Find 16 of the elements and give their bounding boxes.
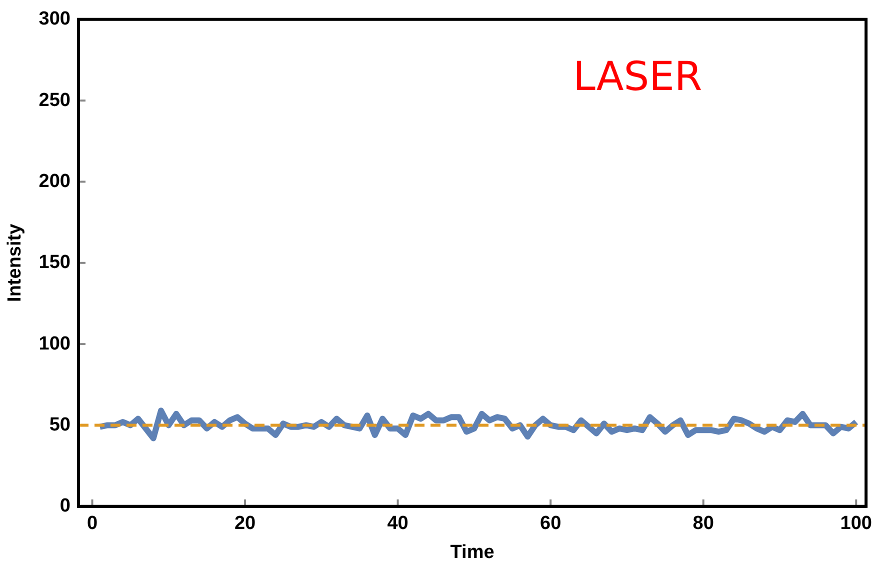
y-tick-label: 0 — [60, 496, 70, 517]
y-tick-label: 150 — [38, 252, 70, 274]
y-tick-label: 250 — [38, 90, 70, 111]
x-tick-label: 60 — [540, 513, 562, 534]
y-tick-label: 300 — [38, 8, 70, 30]
annotation: LASER — [573, 54, 702, 100]
x-axis-title: Time — [450, 542, 494, 563]
x-tick-label: 20 — [234, 513, 256, 534]
x-tick-label: 0 — [86, 513, 98, 534]
y-tick-label: 50 — [49, 414, 70, 436]
x-tick-label: 40 — [387, 513, 408, 534]
y-axis-title: Intensity — [4, 223, 26, 302]
x-tick-label: 80 — [692, 513, 714, 534]
x-tick-label: 100 — [840, 513, 872, 534]
y-tick-label: 200 — [38, 170, 70, 192]
y-tick-label: 100 — [38, 333, 70, 354]
